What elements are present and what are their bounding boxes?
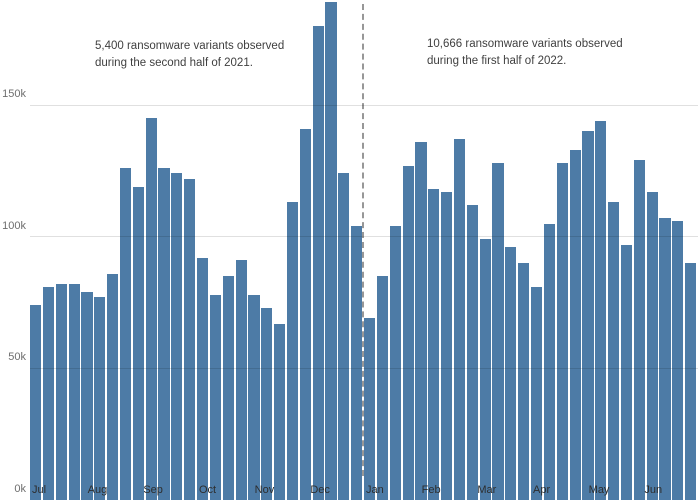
bar-week-23[interactable] xyxy=(312,26,324,500)
bar-week-47[interactable] xyxy=(620,244,633,500)
bar-week-30[interactable] xyxy=(402,165,414,500)
bar-week-27[interactable] xyxy=(364,318,376,500)
bar-week-48[interactable] xyxy=(633,160,645,500)
annotation-first-half-2022: 10,666 ransomware variants observed duri… xyxy=(427,38,623,67)
bar-week-26[interactable] xyxy=(351,226,363,500)
x-axis-month-label-apr: Apr xyxy=(533,484,551,496)
bar-week-52[interactable] xyxy=(685,263,697,500)
y-axis-tick-label: 100k xyxy=(2,219,26,232)
bar-week-10[interactable] xyxy=(145,118,157,500)
bar-week-25[interactable] xyxy=(338,173,350,500)
annotation-second-half-2021: 5,400 ransomware variants observed durin… xyxy=(95,40,285,69)
bar-week-41[interactable] xyxy=(543,223,555,500)
bar-week-21[interactable] xyxy=(286,202,299,500)
bar-week-11[interactable] xyxy=(158,168,170,500)
gridline-50k xyxy=(30,367,698,369)
x-axis-month-label-sep: Sep xyxy=(143,484,163,496)
bar-week-20[interactable] xyxy=(274,323,286,500)
bar-week-19[interactable] xyxy=(261,307,273,500)
bar-week-29[interactable] xyxy=(389,226,401,500)
bar-week-36[interactable] xyxy=(479,239,491,500)
y-axis-tick-label: 0k xyxy=(14,483,26,495)
bar-week-16[interactable] xyxy=(222,276,234,500)
bar-week-40[interactable] xyxy=(531,286,543,500)
bar-week-28[interactable] xyxy=(376,276,388,500)
bar-week-37[interactable] xyxy=(492,162,504,500)
bar-week-4[interactable] xyxy=(68,284,80,500)
bar-week-35[interactable] xyxy=(466,205,478,500)
bar-week-24[interactable] xyxy=(325,2,337,500)
x-axis-month-label-jul: Jul xyxy=(32,484,47,496)
bar-week-32[interactable] xyxy=(428,189,440,500)
bar-week-38[interactable] xyxy=(505,247,517,500)
x-axis-month-label-jun: Jun xyxy=(644,484,663,496)
bar-week-5[interactable] xyxy=(81,291,93,500)
gridline-150k xyxy=(30,104,698,106)
x-axis-month-label-jan: Jan xyxy=(366,484,384,496)
bar-week-50[interactable] xyxy=(659,218,671,500)
y-axis-tick-label: 150k xyxy=(2,88,26,100)
bar-week-44[interactable] xyxy=(582,131,594,500)
bar-week-7[interactable] xyxy=(107,273,119,500)
x-axis-month-label-aug: Aug xyxy=(87,484,108,496)
bar-week-8[interactable] xyxy=(119,168,132,500)
x-axis-month-label-mar: Mar xyxy=(477,484,497,496)
x-axis-month-label-oct: Oct xyxy=(199,484,217,496)
bar-week-17[interactable] xyxy=(235,260,247,500)
bar-week-13[interactable] xyxy=(184,178,196,500)
bar-week-34[interactable] xyxy=(453,139,466,500)
gridline-100k xyxy=(30,236,698,238)
bar-week-31[interactable] xyxy=(415,141,427,500)
bar-week-14[interactable] xyxy=(197,257,209,500)
year-divider-line xyxy=(362,4,365,476)
x-axis-month-label-may: May xyxy=(588,484,610,496)
bar-week-9[interactable] xyxy=(132,186,144,500)
bar-week-42[interactable] xyxy=(556,162,568,500)
bar-week-43[interactable] xyxy=(569,149,581,500)
bar-week-45[interactable] xyxy=(595,120,607,500)
bar-week-51[interactable] xyxy=(672,220,684,500)
bar-week-2[interactable] xyxy=(42,286,54,500)
bar-week-6[interactable] xyxy=(94,297,106,500)
bar-week-33[interactable] xyxy=(441,191,453,500)
bar-week-18[interactable] xyxy=(248,294,260,500)
bar-week-46[interactable] xyxy=(608,202,620,500)
bar-week-12[interactable] xyxy=(171,173,183,500)
bar-week-15[interactable] xyxy=(209,294,221,500)
bar-week-3[interactable] xyxy=(55,284,67,500)
x-axis-month-label-nov: Nov xyxy=(254,484,275,496)
x-axis-month-label-dec: Dec xyxy=(310,484,330,496)
y-axis-tick-label: 50k xyxy=(8,351,26,364)
x-axis-month-label-feb: Feb xyxy=(421,484,441,496)
bar-week-39[interactable] xyxy=(518,263,530,500)
bar-week-49[interactable] xyxy=(646,191,658,500)
bar-week-1[interactable] xyxy=(30,305,42,500)
bar-week-22[interactable] xyxy=(299,128,311,500)
